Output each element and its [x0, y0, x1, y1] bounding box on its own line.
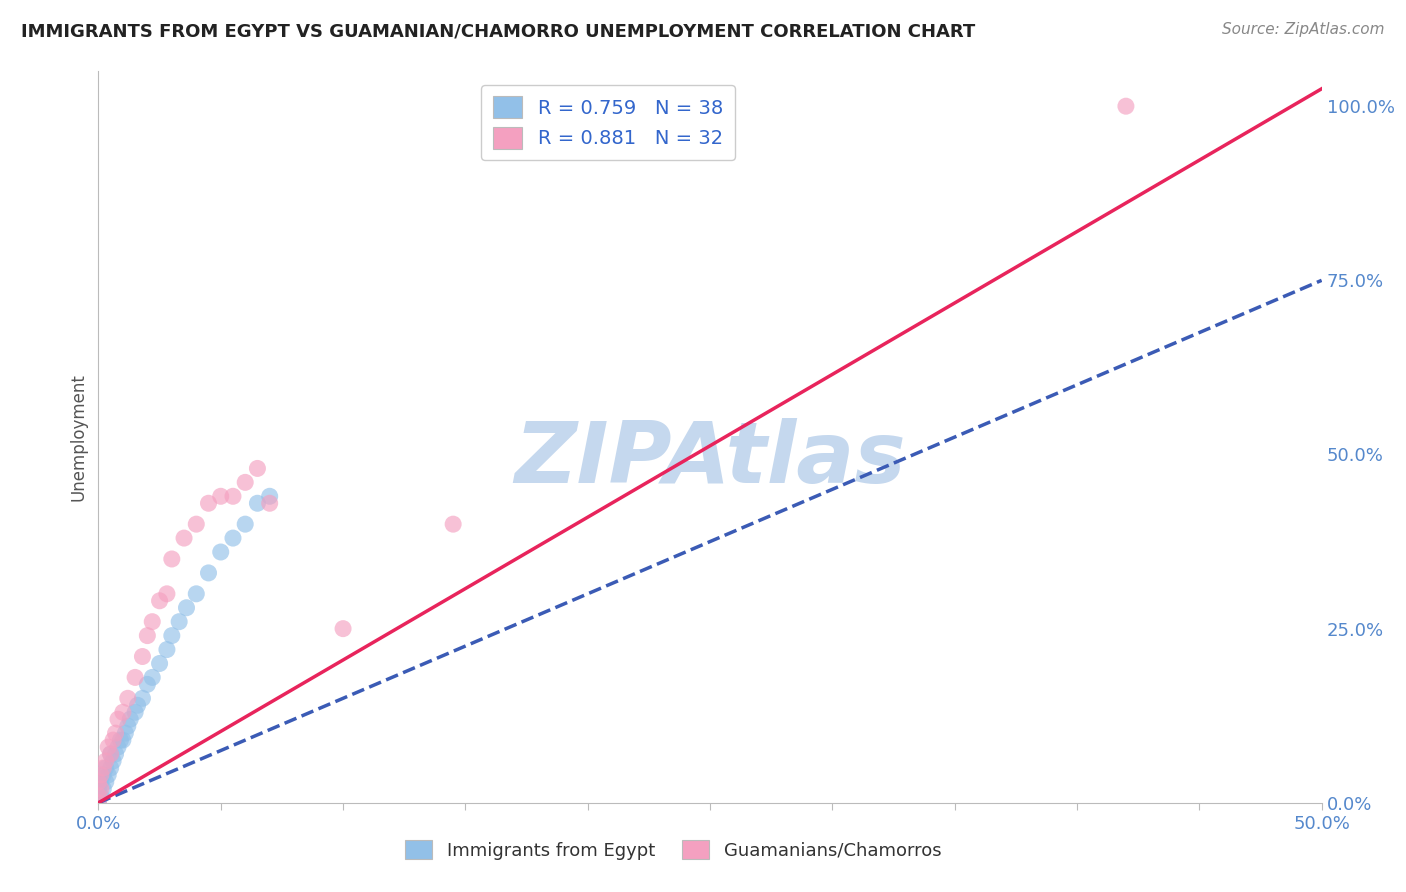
- Point: [87, 775, 110, 789]
- Point: [197, 496, 219, 510]
- Point: [117, 719, 139, 733]
- Point: [222, 531, 245, 545]
- Point: [94, 775, 117, 789]
- Point: [87, 781, 110, 796]
- Point: [149, 657, 172, 671]
- Point: [259, 489, 281, 503]
- Point: [91, 781, 114, 796]
- Point: [259, 496, 281, 510]
- Point: [91, 768, 114, 782]
- Point: [186, 587, 208, 601]
- Point: [222, 489, 245, 503]
- Point: [107, 740, 129, 755]
- Text: Source: ZipAtlas.com: Source: ZipAtlas.com: [1222, 22, 1385, 37]
- Point: [233, 475, 256, 490]
- Text: ZIPAtlas: ZIPAtlas: [515, 417, 905, 500]
- Point: [111, 705, 134, 719]
- Point: [156, 642, 179, 657]
- Point: [91, 761, 114, 775]
- Text: IMMIGRANTS FROM EGYPT VS GUAMANIAN/CHAMORRO UNEMPLOYMENT CORRELATION CHART: IMMIGRANTS FROM EGYPT VS GUAMANIAN/CHAMO…: [21, 22, 976, 40]
- Point: [246, 461, 269, 475]
- Point: [90, 781, 112, 796]
- Point: [90, 789, 112, 803]
- Point: [87, 789, 110, 803]
- Point: [246, 496, 269, 510]
- Point: [87, 775, 110, 789]
- Point: [1115, 99, 1137, 113]
- Point: [233, 517, 256, 532]
- Point: [167, 615, 190, 629]
- Point: [94, 754, 117, 768]
- Point: [131, 691, 153, 706]
- Point: [90, 775, 112, 789]
- Point: [176, 600, 198, 615]
- Legend: Immigrants from Egypt, Guamanians/Chamorros: Immigrants from Egypt, Guamanians/Chamor…: [398, 832, 949, 867]
- Point: [209, 489, 232, 503]
- Point: [87, 789, 110, 803]
- Point: [97, 768, 120, 782]
- Point: [114, 726, 136, 740]
- Point: [104, 747, 127, 761]
- Point: [87, 796, 110, 810]
- Point: [160, 552, 183, 566]
- Point: [87, 796, 110, 810]
- Point: [117, 691, 139, 706]
- Point: [131, 649, 153, 664]
- Point: [100, 747, 122, 761]
- Point: [141, 670, 163, 684]
- Point: [94, 761, 117, 775]
- Point: [141, 615, 163, 629]
- Point: [124, 705, 146, 719]
- Point: [156, 587, 179, 601]
- Point: [160, 629, 183, 643]
- Point: [101, 754, 124, 768]
- Point: [107, 712, 129, 726]
- Point: [149, 594, 172, 608]
- Point: [136, 677, 159, 691]
- Point: [100, 747, 122, 761]
- Point: [173, 531, 195, 545]
- Point: [104, 726, 127, 740]
- Point: [209, 545, 232, 559]
- Point: [111, 733, 134, 747]
- Point: [110, 733, 132, 747]
- Point: [101, 733, 124, 747]
- Point: [97, 740, 120, 755]
- Point: [186, 517, 208, 532]
- Y-axis label: Unemployment: Unemployment: [69, 373, 87, 501]
- Point: [120, 712, 142, 726]
- Point: [441, 517, 464, 532]
- Point: [90, 768, 112, 782]
- Point: [136, 629, 159, 643]
- Point: [124, 670, 146, 684]
- Point: [127, 698, 149, 713]
- Point: [197, 566, 219, 580]
- Point: [100, 761, 122, 775]
- Point: [332, 622, 354, 636]
